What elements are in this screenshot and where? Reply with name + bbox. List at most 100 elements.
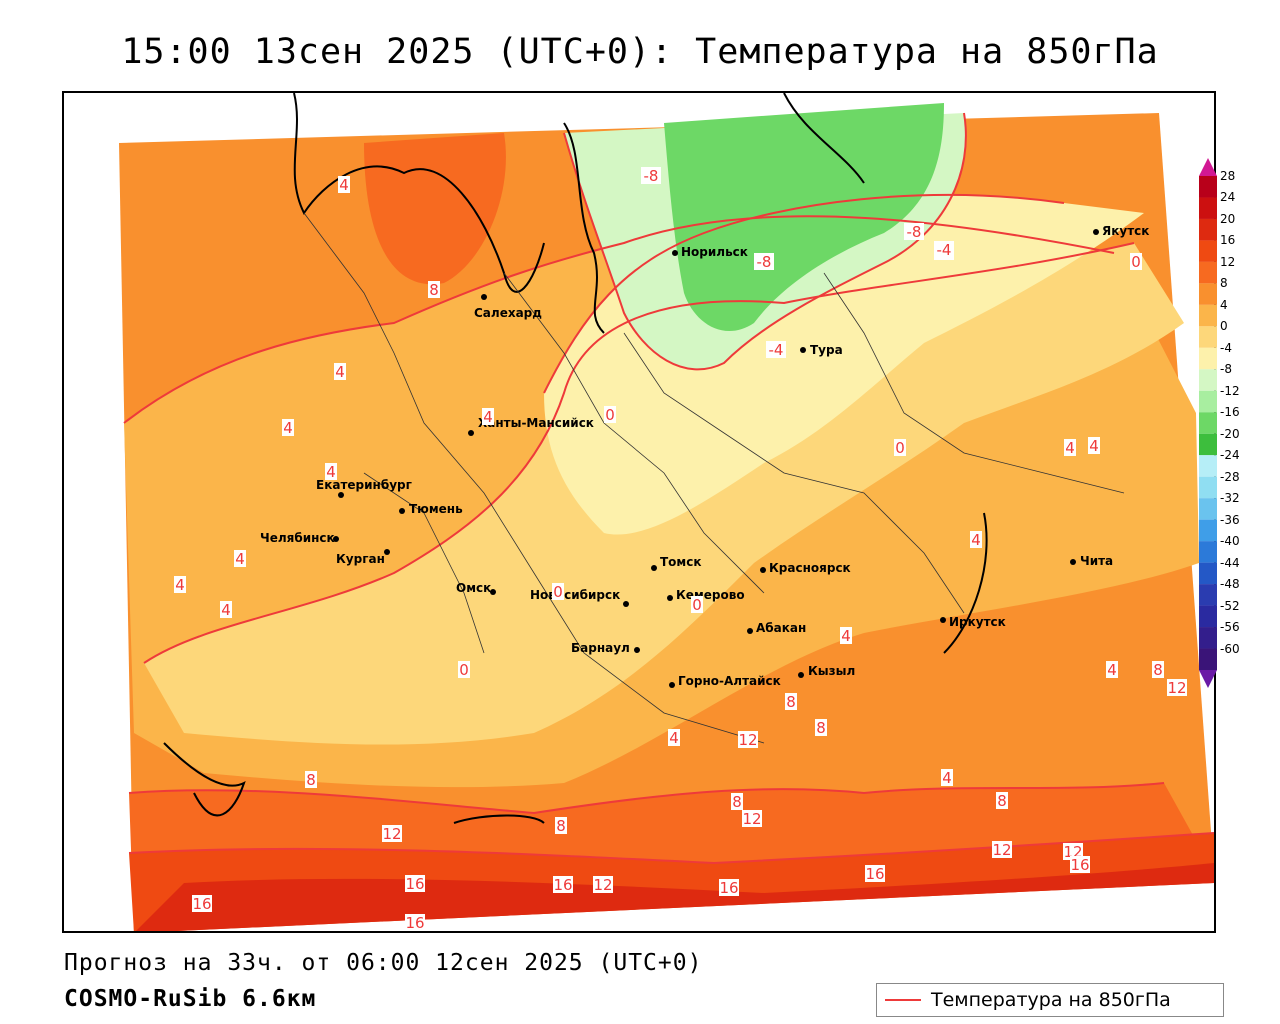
colorbar-tick-label: -28 [1220,469,1240,484]
colorbar-tick-label: -16 [1220,405,1240,420]
city-label-tomsk: Томск [660,555,702,569]
isotherm-value-label: 4 [339,176,349,194]
isotherm-label-bg [553,876,573,893]
isotherm-label-bg [1152,661,1164,678]
colorbar-swatch [1199,390,1217,413]
colorbar-tick-label: -20 [1220,426,1240,441]
colorbar-tick-label: -8 [1220,362,1232,377]
colorbar-swatch [1199,584,1217,606]
isotherm-value-label: 4 [971,531,981,549]
colorbar-swatch [1199,369,1217,391]
isotherm-value-label: 4 [175,576,185,594]
city-dot [1093,229,1099,235]
isotherm-label-bg [552,583,564,600]
colorbar-tick-label: 12 [1220,254,1236,269]
colorbar-tick-label: 20 [1220,211,1236,226]
colorbar-tick-label: -52 [1220,598,1240,613]
city-label-chita: Чита [1080,554,1113,568]
isotherm-label-bg [1088,437,1100,454]
isotherm-label-bg [865,865,885,882]
city-dot [384,549,390,555]
city-label-salekhard: Салехард [474,306,542,320]
colorbar-tick-label: -48 [1220,577,1240,592]
city-dot [667,595,673,601]
isotherm-label-bg [904,223,924,240]
colorbar-bottom-arrow [1199,670,1217,688]
legend-line-swatch [885,999,921,1001]
city-label-tyumen: Тюмень [409,502,463,516]
isotherm-value-label: 4 [942,769,952,787]
city-label-gorno-altaysk: Горно-Алтайск [678,674,781,688]
isotherm-label-bg [382,825,402,842]
colorbar-swatch [1199,347,1217,370]
isotherm-value-label: 12 [382,825,401,843]
isotherm-value-label: 16 [719,879,738,897]
isotherm-value-label: 12 [738,731,757,749]
isotherm-value-label: 8 [997,792,1007,810]
city-label-norilsk: Норильск [681,245,748,259]
isotherm-label-bg [894,439,906,456]
isotherm-label-bg [282,419,294,436]
isotherm-label-bg [742,810,762,827]
legend: Температура на 850гПа [876,983,1224,1017]
colorbar-tick-label: 0 [1220,319,1228,334]
colorbar-swatch [1199,605,1217,628]
colorbar-tick-label: -32 [1220,491,1240,506]
isotherm-value-label: 0 [605,406,615,424]
isotherm-value-label: 4 [1065,439,1075,457]
city-dot [481,294,487,300]
isotherm-label-bg [555,817,567,834]
colorbar-swatch [1199,283,1217,305]
city-markers: Норильск Якутск Салехард Тура Ханты-Манс… [260,224,1149,688]
isotherm-label-bg [234,550,246,567]
isotherm-label-bg [1064,439,1076,456]
isotherm-value-label: 12 [742,810,761,828]
isotherm-value-label: 4 [221,601,231,619]
city-dot [798,672,804,678]
isotherm-label-bg [1070,856,1090,873]
map-panel[interactable]: Норильск Якутск Салехард Тура Ханты-Манс… [62,91,1216,933]
colorbar-tick-label: -44 [1220,555,1240,570]
isotherm-value-label: 8 [429,281,439,299]
isotherm-value-label: 16 [405,875,424,893]
isotherm-value-label: -8 [907,223,922,241]
isotherm-value-label: 12 [992,841,1011,859]
isotherm-label-bg [604,406,616,423]
coastlines [163,93,988,824]
colorbar-tick-label: -56 [1220,620,1240,635]
isotherm-label-bg [334,363,346,380]
colorbar-swatch [1199,433,1217,456]
isotherm-value-label: 4 [235,550,245,568]
map-title: 15:00 13сен 2025 (UTC+0): Температура на… [121,32,1159,72]
isotherm-value-label: 0 [553,583,563,601]
city-dot [1070,559,1076,565]
isotherm-value-label: 4 [841,627,851,645]
isotherm-value-label: 8 [306,771,316,789]
city-label-kemerovo: Кемерово [676,588,745,602]
isotherm-label-bg [1106,661,1118,678]
isotherm-label-bg [992,841,1012,858]
isotherm-value-label: 16 [553,876,572,894]
colorbar-swatch [1199,648,1217,670]
city-dot [760,567,766,573]
city-dot [333,536,339,542]
city-label-yekaterinburg: Екатеринбург [316,478,412,492]
city-label-omsk: Омск [456,581,491,595]
isotherm-value-label: -8 [757,253,772,271]
isotherm-lines [123,112,1214,865]
colorbar-tick-label: 4 [1220,297,1228,312]
isotherm-label-bg [691,596,703,613]
isotherm-label-bg [754,253,774,270]
colorbar-swatch [1199,304,1217,327]
isotherm-label-bg [941,769,953,786]
admin-borders [303,212,1125,744]
isotherm-label-bg [593,876,613,893]
isotherm-label-bg [738,731,758,748]
isotherm-label-bg [815,719,827,736]
isotherm-value-label: 8 [816,719,826,737]
city-dot [634,647,640,653]
colorbar-swatch [1199,562,1217,585]
isotherm-label-bg [996,792,1008,809]
city-dot [669,682,675,688]
colorbar-tick-label: -40 [1220,534,1240,549]
